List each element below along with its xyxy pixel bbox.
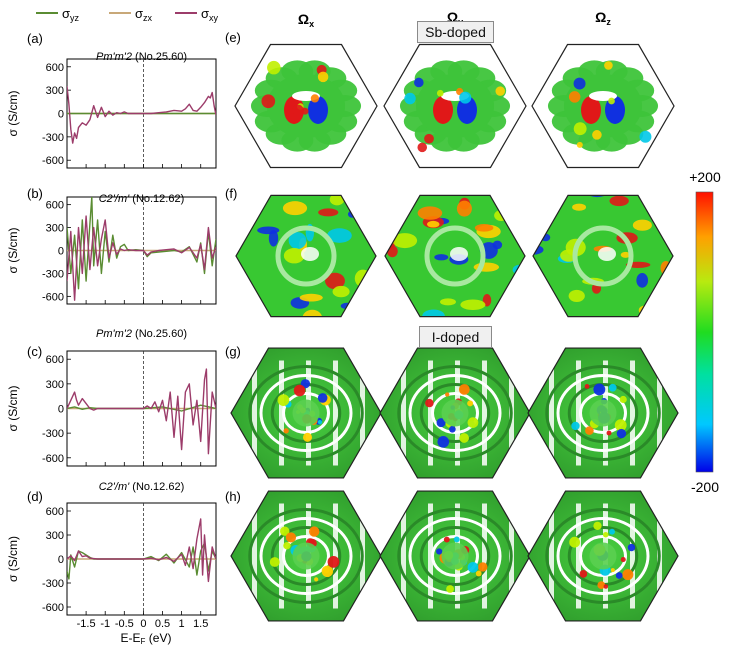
legend: σyz σzx σxy	[36, 6, 219, 23]
row-label-f: (f)	[225, 186, 237, 201]
x-tick-label: -1	[100, 618, 110, 630]
brillouin-zone-outline	[379, 490, 531, 622]
y-tick-label: 0	[58, 404, 64, 416]
y-tick-label: -300	[42, 132, 64, 144]
colorbar-min-label: -200	[691, 479, 719, 495]
y-tick-label: 600	[46, 354, 64, 366]
brillouin-zone-outline	[384, 194, 526, 318]
legend-item-zx: σzx	[109, 6, 153, 23]
brillouin-zone-outline	[527, 347, 679, 479]
brillouin-zone-outline	[379, 347, 531, 479]
y-tick-label: -600	[42, 453, 64, 465]
series-line-xy	[67, 86, 216, 144]
x-axis-ticks: -1.5 -1 -0.5 0 0.5 1 1.5	[77, 618, 209, 630]
conductivity-panels: (a) Pm'm'2 (No.25.60) -600 -300 0 300 600 σ (S/…	[6, 31, 217, 616]
y-tick-label: 0	[58, 109, 64, 121]
y-tick-label: 300	[46, 223, 64, 235]
brillouin-zone-outline	[383, 43, 527, 169]
surface-h-x	[230, 490, 382, 622]
x-tick-label: 1	[179, 618, 185, 630]
legend-item-xy: σxy	[175, 6, 219, 23]
panel-label: (c)	[27, 344, 42, 359]
y-tick-label: -300	[42, 268, 64, 280]
y-tick-label: -600	[42, 291, 64, 303]
brillouin-zone-outline	[230, 490, 382, 622]
panel-title: Pm'm'2 (No.25.60)	[96, 328, 187, 340]
y-axis-label: σ (S/cm)	[6, 227, 20, 273]
panel-label: (a)	[27, 31, 43, 46]
row-label-g: (g)	[225, 344, 241, 359]
x-tick-label: -0.5	[115, 618, 134, 630]
legend-label-xy: σxy	[201, 6, 219, 23]
series-line-xy	[67, 368, 216, 455]
brillouin-zone-outline	[527, 490, 679, 622]
y-axis-label: σ (S/cm)	[6, 90, 20, 136]
surface-f-z	[532, 194, 674, 318]
y-tick-label: 300	[46, 379, 64, 391]
series-line-xy	[67, 518, 216, 583]
y-tick-label: 300	[46, 85, 64, 97]
doping-label-i: I-doped	[419, 326, 492, 348]
conductivity-panel-b: (b) C2'/m' (No.12.62) -600 -300 0 300 600 σ (S/…	[6, 186, 217, 305]
conductivity-panel-a: (a) Pm'm'2 (No.25.60) -600 -300 0 300 600 σ (S/…	[6, 31, 217, 169]
y-tick-label: 0	[58, 554, 64, 566]
surface-h-y	[379, 490, 531, 622]
y-axis-label: σ (S/cm)	[6, 385, 20, 431]
column-header-omega-z: Ωz	[595, 9, 611, 27]
brillouin-zone-outline	[230, 347, 382, 479]
colorbar-max-label: +200	[689, 169, 721, 185]
brillouin-zone-outline	[532, 194, 674, 318]
panel-title: Pm'm'2 (No.25.60)	[96, 51, 187, 63]
y-tick-label: 600	[46, 200, 64, 212]
y-tick-label: -600	[42, 602, 64, 614]
y-tick-label: -300	[42, 578, 64, 590]
y-tick-label: -600	[42, 155, 64, 167]
conductivity-panel-c: (c) Pm'm'2 (No.25.60) -600 -300 0 300 600 σ (S/…	[6, 328, 217, 467]
x-tick-label: 0	[140, 618, 146, 630]
y-axis-label: σ (S/cm)	[6, 536, 20, 582]
row-label-h: (h)	[225, 489, 241, 504]
x-tick-label: 0.5	[155, 618, 170, 630]
y-tick-label: 300	[46, 530, 64, 542]
surface-f-x	[235, 194, 377, 318]
y-tick-label: 600	[46, 62, 64, 74]
panel-label: (d)	[27, 489, 43, 504]
x-tick-label: 1.5	[193, 618, 208, 630]
doping-label-sb: Sb-doped	[417, 21, 494, 43]
surface-e-x	[234, 43, 378, 169]
surface-g-z	[527, 347, 679, 479]
colorbar-gradient	[695, 191, 714, 473]
legend-label-yz: σyz	[62, 6, 80, 23]
surface-g-y	[379, 347, 531, 479]
x-axis-label: E-EF (eV)	[121, 631, 172, 646]
brillouin-zone-outline	[234, 43, 378, 169]
brillouin-zone-outline	[531, 43, 675, 169]
series-line-xy	[67, 215, 216, 301]
surface-e-y	[383, 43, 527, 169]
y-tick-label: -300	[42, 428, 64, 440]
x-tick-label: -1.5	[77, 618, 96, 630]
brillouin-zone-outline	[235, 194, 377, 318]
surface-h-z	[527, 490, 679, 622]
legend-item-yz: σyz	[36, 6, 80, 23]
panel-label: (b)	[27, 186, 43, 201]
legend-label-zx: σzx	[135, 6, 153, 23]
panel-title: C2'/m' (No.12.62)	[99, 481, 185, 493]
surface-f-y	[384, 194, 526, 318]
berry-curvature-surfaces	[230, 43, 679, 622]
surface-row-labels: (e) (f) (g) (h)	[225, 30, 241, 504]
column-header-omega-x: Ωx	[298, 11, 314, 29]
row-label-e: (e)	[225, 30, 241, 45]
colorbar: +200 -200	[689, 169, 721, 495]
conductivity-panel-d: (d) C2'/m' (No.12.62) -600 -300 0 300 600 σ (S/…	[6, 481, 217, 616]
y-tick-label: 0	[58, 246, 64, 258]
surface-g-x	[230, 347, 382, 479]
y-tick-label: 600	[46, 506, 64, 518]
panel-title: C2'/m' (No.12.62)	[99, 193, 185, 205]
surface-e-z	[531, 43, 675, 169]
series-line-yz	[67, 197, 216, 290]
